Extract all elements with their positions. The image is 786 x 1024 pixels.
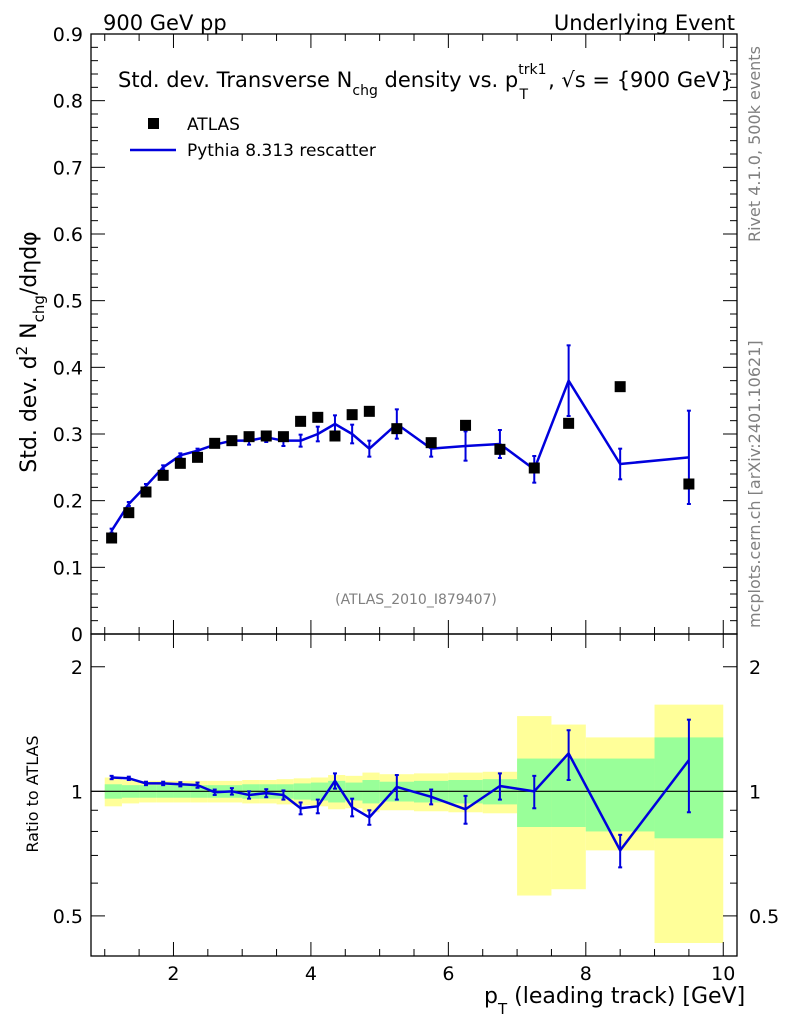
x-axis-label: pT (leading track) [GeV]	[484, 984, 745, 1018]
main-y-tick-label: 0.7	[53, 157, 83, 179]
atlas-point	[425, 437, 437, 449]
atlas-point	[140, 486, 152, 498]
atlas-point	[312, 411, 324, 423]
main-panel: Std. dev. Transverse Nchg density vs. pt…	[13, 24, 738, 646]
atlas-point	[528, 462, 540, 474]
atlas-series	[106, 381, 695, 544]
atlas-point	[157, 469, 169, 481]
ratio-y-tick-label-right: 1	[749, 781, 761, 803]
rivet-label: Rivet 4.1.0, 500k events	[745, 46, 764, 242]
main-ylabel-n: N	[17, 322, 42, 345]
mcplots-label: mcplots.cern.ch [arXiv:2401.10621]	[745, 340, 764, 628]
main-y-tick-label: 0.3	[53, 424, 83, 446]
x-tick-labels: 2 4 6 8 10	[167, 963, 735, 985]
atlas-point	[209, 437, 221, 449]
main-title: Std. dev. Transverse Nchg density vs. pt…	[118, 62, 734, 103]
x-tick-label: 10	[711, 963, 735, 985]
atlas-point	[563, 417, 575, 429]
main-title-pre: Std. dev. Transverse N	[118, 68, 352, 92]
pythia-series	[109, 344, 691, 534]
ratio-y-tick-label: 1	[71, 781, 83, 803]
x-axis-label-p: p	[484, 984, 498, 1009]
atlas-point	[226, 435, 238, 447]
main-y-tick-label: 0.1	[53, 557, 83, 579]
main-title-pt-sub: T	[519, 87, 529, 103]
main-title-mid: density vs. p	[378, 68, 518, 92]
main-ylabel: Std. dev. d2 Nchg/dηdφ	[13, 231, 48, 472]
atlas-point	[192, 451, 204, 463]
x-tick-label: 8	[580, 963, 592, 985]
legend-atlas-marker	[148, 118, 159, 129]
ratio-y-tick-label: 0.5	[53, 906, 83, 928]
atlas-point	[494, 443, 506, 455]
atlas-point	[106, 532, 118, 544]
ratio-panel: 0.5 0.5 1 1 2 2 2 4 6 8 10 Ratio to ATLAS pT (lea…	[23, 633, 779, 1018]
atlas-point	[683, 478, 695, 490]
ratio-frame	[90, 633, 738, 957]
atlas-point	[346, 409, 358, 421]
main-y-tick-label: 0.9	[53, 24, 83, 46]
ratio-y-tick-label: 2	[71, 657, 83, 679]
x-axis-label-post: (leading track) [GeV]	[507, 984, 745, 1009]
x-tick-label: 2	[167, 963, 179, 985]
x-tick-label: 4	[305, 963, 317, 985]
atlas-point	[460, 419, 472, 431]
main-title-pt-sup: trk1	[518, 62, 546, 78]
ratio-line	[111, 752, 690, 852]
atlas-point	[391, 423, 403, 435]
pythia-line	[110, 379, 690, 532]
main-y-tick-label: 0.6	[53, 224, 83, 246]
main-y-tick-label: 0.2	[53, 491, 83, 513]
ratio-ylabel: Ratio to ATLAS	[23, 735, 42, 852]
watermark: (ATLAS_2010_I879407)	[335, 592, 497, 608]
legend-pythia-label: Pythia 8.313 rescatter	[187, 141, 376, 161]
header-left: 900 GeV pp	[103, 11, 227, 35]
ratio-y-tick-label-right: 2	[749, 657, 761, 679]
atlas-point	[243, 431, 255, 443]
ratio-y-tick-labels: 0.5 0.5 1 1 2 2	[53, 657, 779, 928]
main-ylabel-post: /dηdφ	[17, 231, 42, 295]
main-y-tick-labels: 0 0.1 0.2 0.3 0.4 0.5 0.6 0.7 0.8 0.9	[53, 24, 83, 646]
x-axis-label-sub: T	[497, 1000, 508, 1018]
main-y-tick-label: 0	[71, 624, 83, 646]
atlas-point	[260, 430, 272, 442]
atlas-point	[329, 430, 341, 442]
ratio-series	[109, 718, 691, 869]
atlas-point	[277, 431, 289, 443]
main-ylabel-sup: 2	[13, 346, 31, 356]
legend-atlas-label: ATLAS	[187, 115, 240, 135]
main-y-tick-label: 0.8	[53, 91, 83, 113]
main-ylabel-sub: chg	[30, 295, 48, 322]
atlas-point	[614, 381, 626, 393]
main-y-tick-label: 0.5	[53, 291, 83, 313]
atlas-point	[363, 405, 375, 417]
ratio-y-tick-label-right: 0.5	[749, 906, 779, 928]
x-tick-label: 6	[442, 963, 454, 985]
main-title-post: , √s = {900 GeV}	[548, 68, 734, 92]
main-title-chg-sub: chg	[352, 83, 377, 99]
atlas-point	[123, 507, 135, 519]
legend: ATLAS Pythia 8.313 rescatter	[130, 115, 376, 161]
main-y-tick-label: 0.4	[53, 357, 83, 379]
main-ylabel-pre: Std. dev. d	[17, 355, 42, 472]
atlas-point	[295, 415, 307, 427]
header-right: Underlying Event	[554, 11, 735, 35]
ratio-uncertainty-bands	[104, 704, 724, 944]
main-axis-ticks	[91, 33, 737, 635]
ratio-axis-ticks	[91, 634, 737, 956]
atlas-point	[174, 457, 186, 469]
